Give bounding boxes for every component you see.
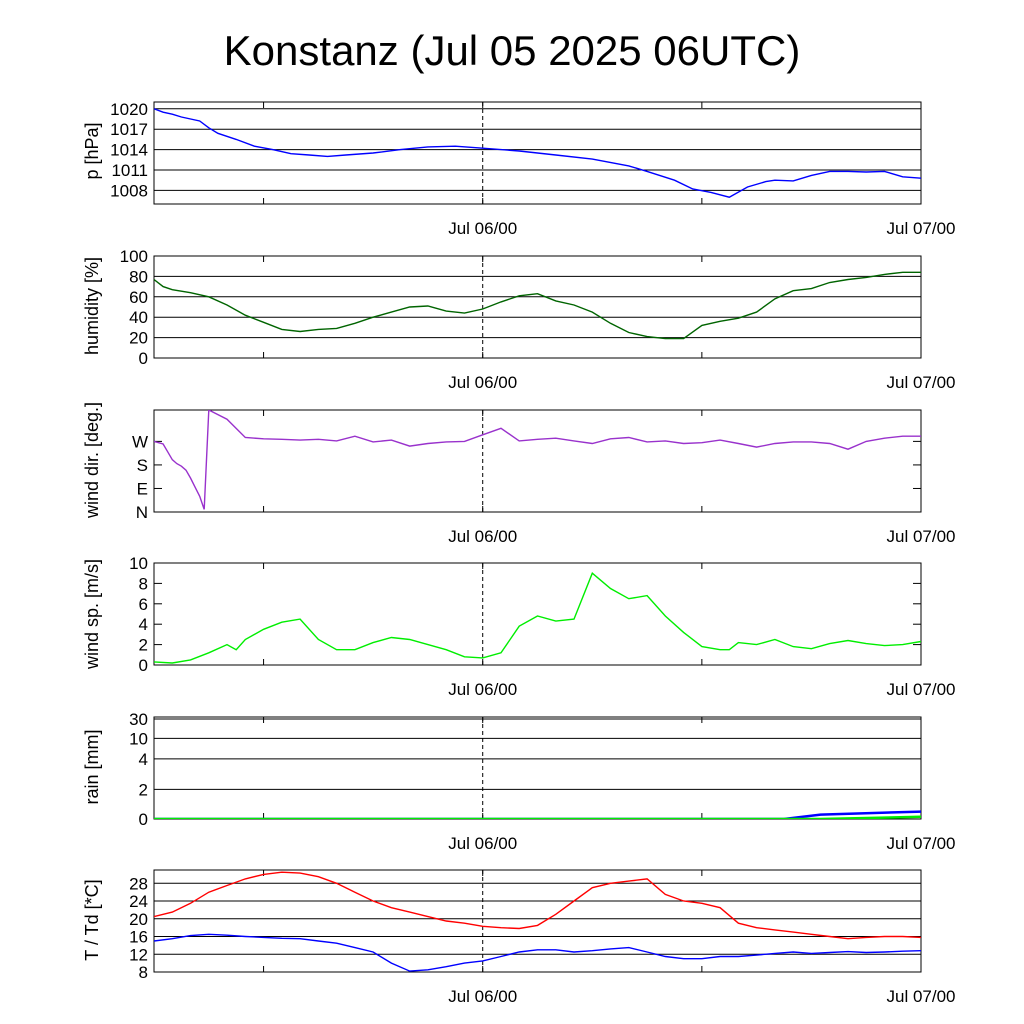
- y-tick-label: 0: [139, 349, 148, 368]
- x-tick-label: Jul 06/00: [448, 680, 517, 699]
- y-axis-label: wind sp. [m/s]: [82, 559, 102, 670]
- plot-frame: [153, 409, 922, 513]
- y-tick-label: 28: [129, 874, 148, 893]
- x-tick-label: Jul 06/00: [448, 527, 517, 546]
- series-line: [154, 933, 921, 972]
- y-tick-label: 0: [139, 810, 148, 829]
- plot-frame: [153, 716, 922, 820]
- series-line: [154, 410, 921, 510]
- x-tick-label: Jul 07/00: [887, 680, 956, 699]
- y-tick-label: 2: [139, 780, 148, 799]
- y-tick-label: 16: [129, 928, 148, 947]
- y-tick-label: 10: [129, 554, 148, 573]
- y-tick-label: 2: [139, 636, 148, 655]
- y-tick-label: 8: [139, 963, 148, 982]
- y-tick-label: 0: [139, 656, 148, 675]
- y-tick-label: 60: [129, 288, 148, 307]
- y-tick-label: 20: [129, 910, 148, 929]
- y-tick-label: 1011: [111, 161, 148, 180]
- plot-frame: [153, 869, 922, 973]
- series-line: [154, 108, 921, 198]
- x-tick-label: Jul 07/00: [887, 527, 956, 546]
- plot-frame: [153, 255, 922, 359]
- plot-frame: [153, 562, 922, 666]
- y-axis-label: wind dir. [deg.]: [82, 402, 102, 519]
- y-tick-label: 1014: [110, 141, 148, 160]
- x-tick-label: Jul 07/00: [887, 834, 956, 853]
- x-tick-label: Jul 07/00: [887, 373, 956, 392]
- y-tick-label: N: [136, 503, 148, 522]
- y-axis-label: humidity [%]: [82, 257, 102, 355]
- x-tick-label: Jul 07/00: [887, 987, 956, 1006]
- y-axis-label: T / Td [*C]: [82, 879, 102, 960]
- y-axis-label: p [hPa]: [82, 122, 102, 179]
- y-tick-label: 40: [129, 308, 148, 327]
- x-tick-label: Jul 06/00: [448, 219, 517, 238]
- y-tick-label: 10: [129, 729, 148, 748]
- series-line: [154, 815, 921, 819]
- x-tick-label: Jul 06/00: [448, 987, 517, 1006]
- x-tick-label: Jul 06/00: [448, 834, 517, 853]
- y-tick-label: 1020: [110, 100, 148, 119]
- y-tick-label: E: [137, 479, 148, 498]
- x-tick-label: Jul 06/00: [448, 373, 517, 392]
- y-axis-label: rain [mm]: [82, 729, 102, 804]
- series-line: [154, 810, 921, 819]
- y-tick-label: S: [137, 456, 148, 475]
- y-tick-label: 12: [129, 945, 148, 964]
- y-tick-label: 8: [139, 574, 148, 593]
- y-tick-label: 24: [129, 892, 148, 911]
- y-tick-label: 80: [129, 267, 148, 286]
- chart-title: Konstanz (Jul 05 2025 06UTC): [223, 27, 801, 74]
- series-line: [154, 271, 921, 340]
- y-tick-label: 30: [129, 710, 148, 729]
- y-tick-label: 100: [120, 247, 148, 266]
- y-tick-label: 4: [139, 750, 148, 769]
- y-tick-label: 4: [139, 615, 148, 634]
- y-tick-label: 1017: [110, 120, 148, 139]
- x-tick-label: Jul 07/00: [887, 219, 956, 238]
- y-tick-label: 20: [129, 329, 148, 348]
- y-tick-label: 1008: [110, 181, 148, 200]
- plot-frame: [153, 101, 922, 205]
- y-tick-label: 6: [139, 595, 148, 614]
- series-line: [154, 871, 921, 940]
- series-line: [154, 572, 921, 664]
- y-tick-label: W: [132, 432, 148, 451]
